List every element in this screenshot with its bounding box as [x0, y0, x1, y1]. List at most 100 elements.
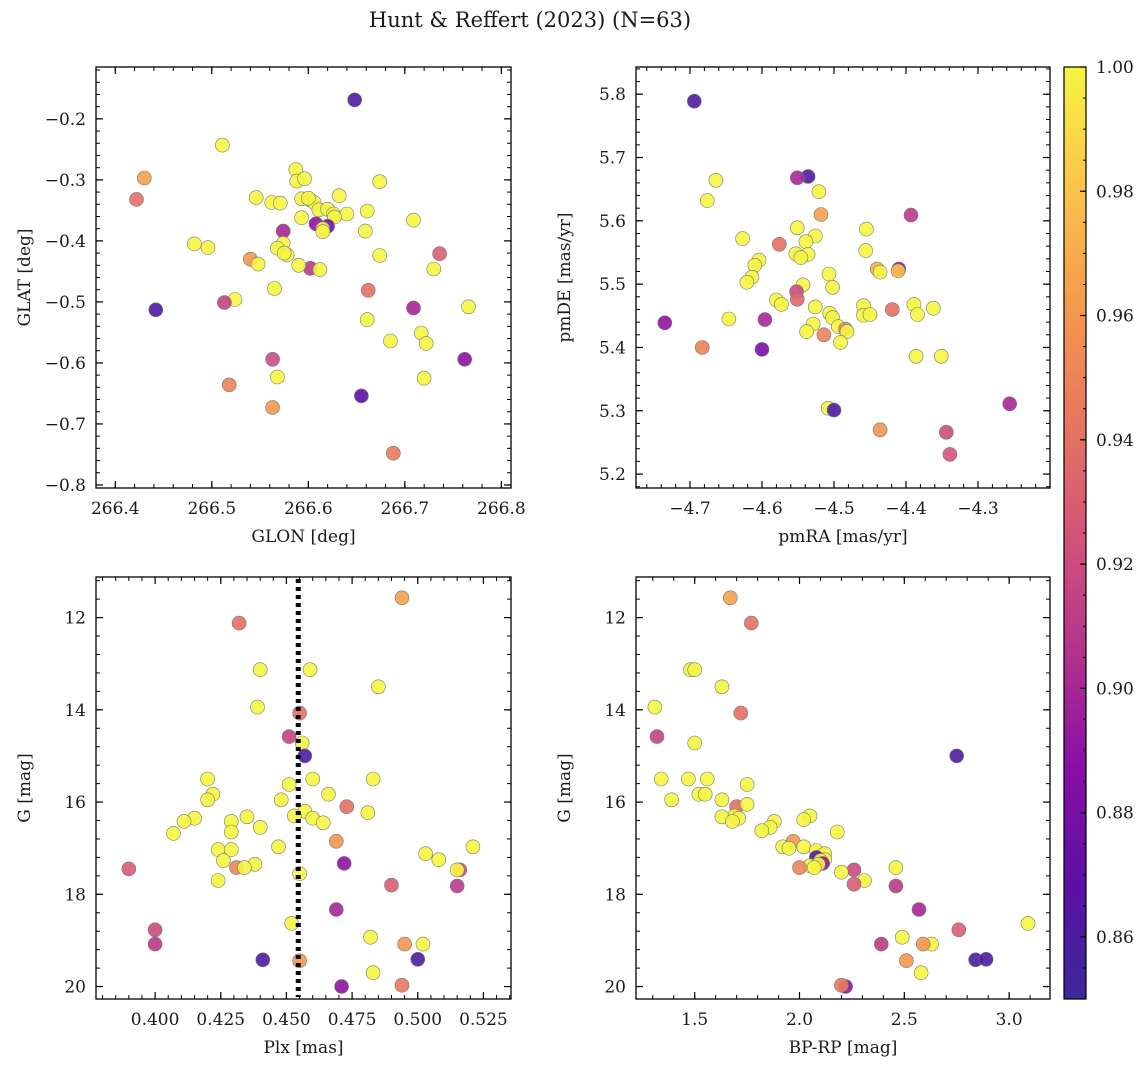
y-tick-label: 18	[64, 885, 86, 905]
x-axis-label: GLON [deg]	[251, 527, 355, 547]
y-tick-label: 5.3	[599, 402, 626, 422]
scatter-point	[210, 873, 226, 888]
scatter-point	[825, 279, 840, 295]
scatter-point	[305, 771, 321, 787]
scatter-point	[457, 351, 473, 367]
panel-glon-glat: 266.4 266.5 266.6 266.7 266.8 −0.8 −0.7 −0.6 −0.…	[15, 66, 526, 547]
scatter-point	[272, 195, 288, 211]
y-tick-label: −0.8	[45, 476, 86, 496]
scatter-point	[215, 137, 230, 153]
scatter-point	[910, 307, 925, 322]
panel-pmra-pmde: −4.7 −4.6 −4.5 −4.4 −4.3 5.2 5.3 5.4 5.5 5.6 5.7 5.…	[555, 66, 1051, 547]
scatter-point	[291, 257, 307, 273]
scatter-point	[449, 862, 465, 878]
scatter-point	[872, 264, 888, 280]
scatter-point	[873, 936, 889, 952]
scatter-point	[771, 237, 787, 252]
scatter-point	[915, 936, 931, 952]
colorbar: 0.86 0.88 0.90 0.92 0.94 0.96 0.98 1.00	[1063, 58, 1134, 1000]
scatter-point	[461, 299, 476, 315]
scatter-point	[664, 792, 679, 808]
scatter-point	[792, 860, 807, 875]
scatter-point	[347, 92, 363, 108]
colorbar-tick-label: 0.96	[1096, 307, 1134, 327]
scatter-point	[431, 852, 447, 868]
scatter-point	[410, 951, 426, 967]
scatter-point	[357, 223, 373, 239]
x-tick-label: 3.0	[996, 1010, 1023, 1030]
scatter-point	[265, 400, 280, 415]
scatter-point	[649, 729, 665, 744]
scatter-point	[834, 977, 849, 993]
scatter-point	[365, 965, 381, 981]
scatter-point	[275, 223, 291, 239]
scatter-point	[754, 823, 770, 839]
scatter-point	[781, 840, 797, 856]
y-tick-label: 5.2	[599, 465, 626, 485]
scatter-point	[687, 662, 703, 678]
scatter-point	[372, 174, 388, 189]
minor-ticks	[96, 577, 511, 999]
scatter-point	[888, 860, 904, 875]
scatter-point	[418, 336, 434, 351]
scatter-point	[913, 965, 929, 981]
scatter-point	[657, 315, 673, 331]
scatter-point	[270, 369, 285, 385]
y-tick-label: 20	[64, 978, 86, 998]
y-tick-label: −0.4	[45, 232, 86, 252]
scatter-point	[806, 860, 822, 875]
scatter-point	[383, 333, 398, 349]
scatter-point	[714, 792, 730, 808]
scatter-point	[321, 786, 336, 802]
scatter-point	[735, 231, 750, 246]
y-tick-label: 20	[604, 978, 626, 998]
colorbar-tick-label: 0.90	[1096, 679, 1134, 699]
scatter-point	[384, 877, 399, 893]
scatter-point	[200, 771, 215, 787]
points	[129, 92, 476, 461]
x-axis-label: Plx [mas]	[263, 1038, 343, 1058]
scatter-point	[176, 814, 192, 829]
scatter-point	[743, 615, 759, 631]
scatter-point	[267, 281, 282, 296]
y-tick-label: 12	[604, 609, 626, 629]
colorbar-tick-label: 0.94	[1096, 431, 1134, 451]
scatter-point	[231, 615, 247, 631]
points	[121, 590, 481, 994]
scatter-point	[300, 190, 316, 206]
y-tick-label: 5.4	[599, 338, 626, 358]
scatter-point	[331, 188, 347, 203]
scatter-point	[312, 262, 328, 277]
scatter-point	[255, 952, 271, 968]
scatter-point	[796, 839, 812, 855]
scatter-point	[694, 340, 710, 355]
scatter-point	[789, 291, 805, 307]
scatter-point	[739, 777, 755, 792]
scatter-point	[359, 203, 375, 219]
scatter-point	[846, 876, 862, 892]
ticks: 1.5 2.0 2.5 3.0 12 14 16 18 20	[604, 577, 1050, 1030]
axes-frame	[95, 576, 512, 1000]
x-tick-label: 266.8	[477, 499, 526, 519]
scatter-point	[360, 805, 376, 821]
scatter-point	[397, 936, 412, 952]
scatter-point	[385, 445, 401, 461]
colorbar-tick-label: 0.88	[1096, 804, 1134, 824]
scatter-point	[147, 936, 163, 952]
scatter-point	[796, 812, 812, 827]
scatter-point	[294, 210, 309, 225]
scatter-point	[339, 206, 355, 222]
scatter-point	[221, 377, 237, 393]
scatter-point	[813, 207, 829, 222]
scatter-point	[899, 953, 914, 969]
figure-title: Hunt & Reffert (2023) (N=63)	[369, 8, 691, 32]
scatter-point	[248, 190, 264, 205]
scatter-point	[754, 342, 770, 357]
scatter-point	[271, 839, 286, 855]
scatter-point	[699, 771, 715, 787]
x-tick-label: −4.7	[669, 499, 710, 519]
scatter-point	[911, 902, 927, 917]
scatter-point	[942, 447, 958, 462]
scatter-point	[166, 826, 181, 841]
